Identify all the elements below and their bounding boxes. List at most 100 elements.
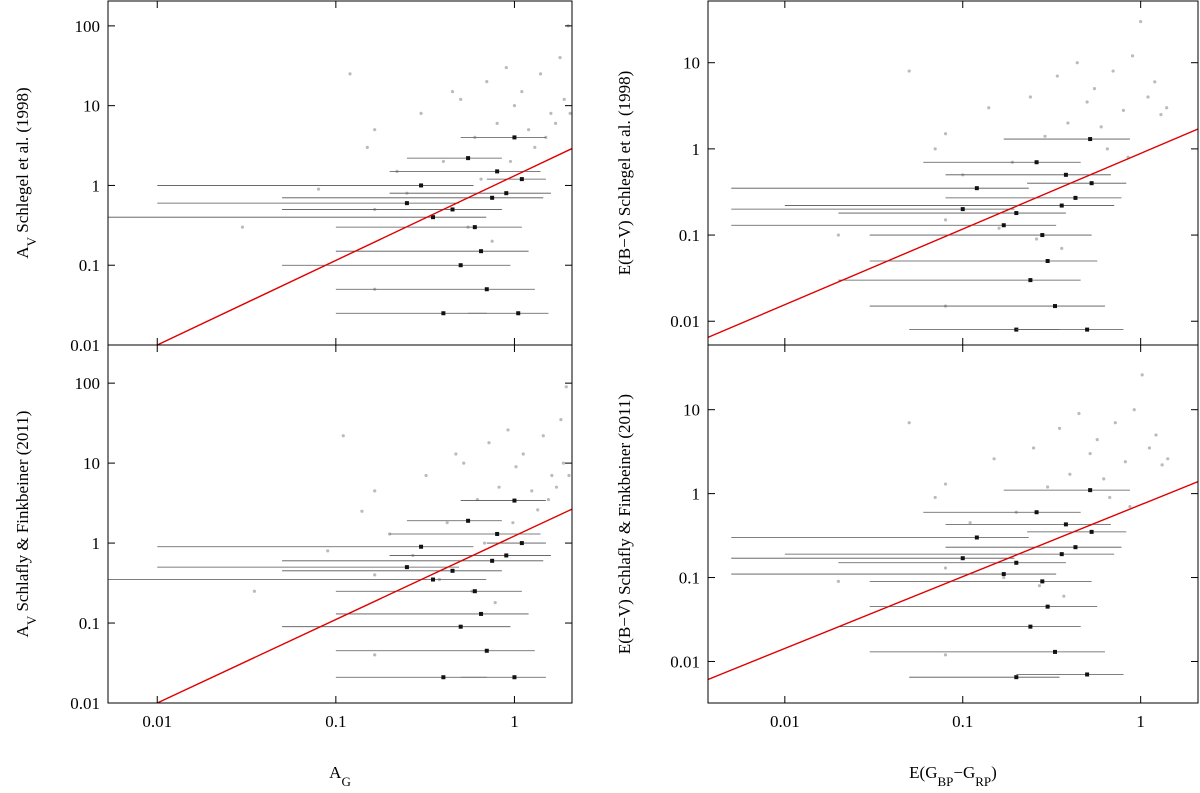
y-tick-label: 10 (683, 54, 700, 73)
gray-point (536, 508, 540, 512)
star-point (1073, 545, 1078, 550)
star-point (441, 311, 446, 316)
gray-point (1060, 246, 1064, 251)
gray-point (968, 521, 972, 525)
label-part: BP (937, 774, 953, 789)
gray-point (373, 489, 377, 493)
star-point (519, 541, 524, 546)
gray-point (554, 121, 558, 125)
star-point (404, 565, 409, 570)
x-tick-label: 0.01 (770, 712, 800, 731)
gray-point (530, 489, 534, 493)
y-axis-label: E(B−V) Schlegel et al. (1998) (615, 71, 634, 276)
label-part: E(B−V) Schlegel et al. (1998) (615, 71, 634, 276)
y-tick-label: 0.01 (70, 336, 100, 355)
star-point (484, 287, 489, 292)
gray-point (533, 145, 537, 149)
fit-line (708, 480, 1198, 681)
gray-point (997, 226, 1001, 230)
star-point (1053, 304, 1058, 309)
gray-point (907, 421, 911, 425)
gray-point (568, 111, 572, 115)
y-tick-label: 1 (92, 176, 101, 195)
gray-point (1166, 457, 1170, 461)
y-tick-label: 0.01 (670, 312, 700, 331)
fit-line (708, 128, 1198, 339)
gray-point (1146, 95, 1150, 99)
gray-point (933, 147, 937, 151)
gray-point (1066, 121, 1070, 125)
star-point (1063, 522, 1068, 527)
star-point (512, 498, 517, 503)
star-point (1085, 327, 1090, 332)
gray-point (943, 653, 948, 657)
gray-point (1105, 147, 1109, 151)
gray-point (1077, 411, 1081, 416)
star-point (1001, 223, 1006, 228)
y-tick-label: 100 (75, 17, 101, 36)
y-tick-label: 0.1 (79, 614, 100, 633)
label-part: A (13, 246, 32, 259)
label-part: Schlafly & Finkbeiner (2011) (13, 411, 32, 616)
gray-point (1111, 69, 1115, 73)
gray-point (943, 566, 948, 570)
gray-point (550, 473, 554, 478)
gray-point (373, 573, 377, 577)
star-point (1088, 488, 1093, 493)
gray-point (504, 65, 508, 70)
gray-point (341, 434, 345, 438)
gray-point (836, 233, 840, 237)
gray-point (445, 521, 449, 525)
gray-point (558, 56, 562, 60)
gray-point (514, 465, 518, 469)
gray-point (520, 90, 524, 94)
gray-point (1102, 477, 1106, 481)
star-point (479, 249, 484, 254)
star-point (1059, 552, 1064, 557)
gray-point (1121, 108, 1126, 112)
gray-point (541, 434, 545, 438)
gray-point (326, 549, 330, 553)
gray-point (933, 495, 937, 500)
star-point (490, 558, 495, 563)
star-point (1040, 579, 1045, 584)
star-point (431, 215, 436, 220)
gray-point (316, 187, 321, 191)
gray-point (1095, 438, 1099, 442)
star-point (1059, 203, 1064, 208)
y-tick-label: 100 (75, 374, 101, 393)
gray-point (487, 441, 491, 445)
star-point (512, 135, 517, 140)
gray-point (419, 111, 423, 115)
star-point (1089, 181, 1094, 186)
star-point (472, 589, 477, 594)
gray-point (943, 482, 948, 486)
gray-point (373, 128, 377, 132)
star-point (490, 195, 495, 200)
star-point (1085, 672, 1090, 677)
gray-point (482, 541, 487, 545)
x-tick-label: 0.01 (142, 712, 172, 731)
gray-point (1154, 433, 1158, 437)
gray-point (521, 452, 525, 456)
gray-point (360, 509, 364, 513)
star-point (458, 263, 463, 268)
gray-point (1092, 87, 1097, 91)
gray-point (1075, 61, 1079, 65)
star-point (1045, 604, 1050, 609)
star-point (472, 225, 477, 230)
gray-point (836, 579, 840, 583)
star-point (1088, 137, 1093, 142)
gray-point (1002, 575, 1006, 580)
gray-point (459, 97, 463, 101)
star-point (1034, 160, 1039, 165)
gray-point (1062, 594, 1066, 598)
y-tick-label: 0.1 (679, 226, 700, 245)
star-point (1063, 172, 1068, 177)
gray-point (479, 177, 483, 181)
label-part: −G (953, 763, 975, 782)
gray-point (546, 497, 551, 502)
gray-point (943, 218, 948, 222)
frame (707, 344, 1199, 704)
